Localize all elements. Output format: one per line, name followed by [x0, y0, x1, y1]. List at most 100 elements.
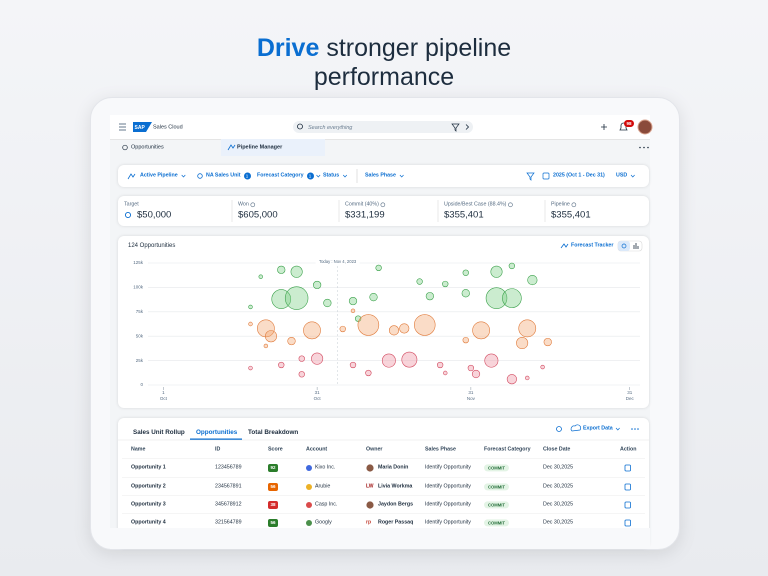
- period[interactable]: 2025 (Oct 1 - Dec 31): [553, 172, 605, 179]
- kpi-value: $50,000: [137, 209, 172, 221]
- chart-card: [118, 236, 649, 408]
- bubble: [277, 265, 286, 274]
- forecast-tracker-link[interactable]: Forecast Tracker: [571, 242, 614, 249]
- cell-name: Opportunity 1: [131, 464, 166, 471]
- filter-icon: [526, 172, 535, 181]
- bubble: [298, 371, 305, 378]
- bubble: [472, 321, 490, 340]
- x-tick-label: 31: [627, 390, 633, 395]
- kpi-value: $355,401: [551, 209, 591, 221]
- bubble: [485, 287, 508, 309]
- filter[interactable]: Sales Phase: [365, 172, 396, 179]
- tab-icon: [122, 144, 128, 151]
- bubble: [516, 337, 529, 350]
- forecast-tag: COMMIT: [484, 519, 509, 527]
- column-header: Account: [306, 446, 328, 453]
- overflow-icon: [647, 146, 649, 149]
- bubble: [506, 374, 517, 385]
- currency[interactable]: USD: [616, 172, 628, 179]
- chevron: [181, 174, 186, 178]
- table-tab[interactable]: Opportunities: [196, 428, 238, 436]
- bubble: [543, 337, 552, 347]
- x-tick-label: 31: [315, 390, 321, 395]
- owner-initials: LW: [366, 483, 374, 490]
- kpi-label: Won: [238, 201, 249, 208]
- bubble: [290, 265, 303, 278]
- overflow-icon: [634, 428, 636, 430]
- info-icon: [380, 202, 386, 208]
- account-logo: [306, 465, 312, 471]
- bubble: [350, 308, 356, 314]
- cell-account: Casp Inc.: [315, 501, 338, 508]
- bubble: [388, 325, 400, 336]
- cell-phase: Identify Opportunity: [425, 501, 471, 508]
- unit-icon: [197, 173, 203, 179]
- tab[interactable]: Pipeline Manager: [237, 143, 283, 150]
- tracker-icon: [560, 243, 569, 249]
- product-name: Sales Cloud: [153, 123, 183, 130]
- filter[interactable]: NA Sales Unit: [206, 172, 241, 179]
- y-tick-label: 0: [140, 382, 143, 387]
- overflow-icon: [631, 428, 633, 430]
- bubble: [490, 265, 503, 278]
- kpi-icons: [124, 200, 577, 222]
- pipeline-icon: [127, 173, 136, 180]
- action-icon: [624, 501, 631, 509]
- table-tab[interactable]: Total Breakdown: [248, 428, 299, 436]
- today-label-box: [315, 258, 360, 266]
- headline-text: stronger pipeline: [326, 34, 512, 62]
- bubble: [258, 274, 263, 279]
- column-header: Close Date: [543, 446, 571, 453]
- filter[interactable]: Forecast Category: [257, 172, 304, 179]
- owner-avatar: [366, 464, 374, 472]
- cell-owner: Jaydon Bergs: [378, 501, 414, 508]
- cell-owner: Maria Donin: [378, 464, 409, 471]
- export-button[interactable]: Export Data: [583, 425, 613, 432]
- bubble: [264, 330, 277, 343]
- cell-account: Googly: [315, 519, 332, 526]
- bubble: [527, 275, 538, 286]
- target-icon: [124, 211, 132, 219]
- sap-logo: [133, 122, 152, 132]
- go-icon: [465, 124, 470, 130]
- add-icon: [601, 124, 607, 130]
- overflow-icon: [637, 428, 639, 430]
- bubble: [369, 293, 378, 302]
- bubble: [357, 314, 380, 336]
- y-tick-label: 50k: [136, 333, 144, 338]
- today-label: Today : Nov 4, 2023: [319, 259, 357, 264]
- y-tick-label: 75k: [136, 309, 144, 314]
- column-header: Owner: [366, 446, 383, 453]
- filter[interactable]: Status: [323, 172, 340, 179]
- x-tick-label: 31: [468, 390, 474, 395]
- bubble: [248, 304, 253, 310]
- cell-phase: Identify Opportunity: [425, 464, 471, 471]
- bubble-chart: 025k50k75k100k125k1Oct31Oct31Nov31DecTod…: [133, 240, 643, 401]
- tab[interactable]: Opportunities: [131, 143, 164, 150]
- cell-close-date: Dec 30,2025: [543, 501, 574, 508]
- bubble: [540, 364, 545, 370]
- filter-count: 1: [306, 172, 314, 180]
- column-header: Action: [620, 446, 637, 453]
- score-badge: 56: [268, 483, 278, 491]
- action-icon: [624, 519, 631, 527]
- overflow-icon: [639, 146, 641, 149]
- forecast-tag: COMMIT: [484, 464, 509, 472]
- table-tab[interactable]: Sales Unit Rollup: [133, 428, 185, 436]
- kpi-bar: [118, 196, 649, 226]
- x-tick-label: 1: [162, 390, 165, 395]
- cell-name: Opportunity 4: [131, 519, 166, 526]
- bubble: [525, 375, 530, 381]
- bubble: [443, 370, 448, 376]
- bubble: [413, 314, 436, 336]
- bubble: [461, 289, 470, 298]
- bubble: [518, 319, 537, 338]
- active-tab: [221, 139, 325, 156]
- bubble: [349, 361, 357, 369]
- bubble: [508, 262, 516, 270]
- column-header: Score: [268, 446, 283, 453]
- kpi-label: Commit (40%): [345, 201, 379, 208]
- x-tick-month: Nov: [467, 396, 476, 401]
- filter[interactable]: Active Pipeline: [140, 172, 178, 179]
- cell-id: 123456789: [215, 464, 242, 471]
